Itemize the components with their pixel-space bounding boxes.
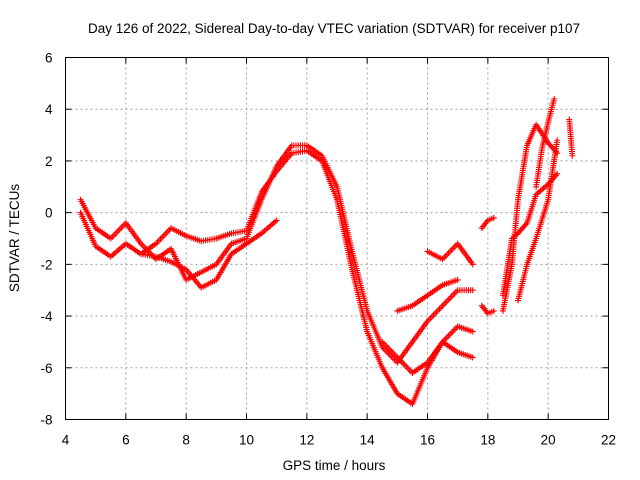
chart-title: Day 126 of 2022, Sidereal Day-to-day VTE… <box>88 21 580 36</box>
x-tick-label: 8 <box>182 433 190 448</box>
series-track-7 <box>478 214 497 232</box>
data-point-markers <box>137 217 280 291</box>
data-point-markers <box>424 240 476 268</box>
series-track-6 <box>424 240 476 268</box>
x-tick-label: 4 <box>62 433 70 448</box>
x-tick-label: 6 <box>122 433 130 448</box>
data-point-markers <box>379 323 476 376</box>
series-track-3 <box>137 217 280 291</box>
data-point-markers <box>566 116 576 159</box>
series-track-5 <box>394 276 461 314</box>
x-tick-label: 10 <box>239 433 254 448</box>
data-point-markers <box>499 170 561 299</box>
data-point-markers <box>478 302 497 317</box>
series-track-10 <box>499 170 561 299</box>
series-track-8 <box>478 302 497 317</box>
series-track-11 <box>515 137 561 304</box>
data-point-markers <box>77 147 476 407</box>
series-track-12 <box>533 95 558 190</box>
x-tick-label: 12 <box>299 433 314 448</box>
x-tick-label: 18 <box>480 433 495 448</box>
y-tick-label: -8 <box>40 413 52 428</box>
x-tick-label: 22 <box>601 433 616 448</box>
y-tick-label: 0 <box>45 206 53 221</box>
data-point-markers <box>394 276 461 314</box>
data-point-markers <box>478 214 497 232</box>
tick-labels: 4 6 8 10 12 14 16 18 20 22 -8 -6 -4 -2 0 2 4 6 <box>40 51 616 448</box>
y-tick-label: -4 <box>40 309 52 324</box>
data-point-markers <box>515 137 561 304</box>
y-tick-label: -6 <box>40 361 52 376</box>
plot-frame <box>65 57 609 420</box>
series-track-13 <box>566 116 576 159</box>
data-points <box>77 95 576 407</box>
series-track-4 <box>379 323 476 376</box>
x-tick-label: 20 <box>541 433 556 448</box>
data-point-markers <box>533 95 558 190</box>
grid-lines <box>65 57 609 420</box>
y-axis-label: SDTVAR / TECUs <box>7 184 22 293</box>
y-tick-label: 4 <box>45 102 53 117</box>
x-tick-label: 14 <box>360 433 376 448</box>
x-tick-label: 16 <box>420 433 435 448</box>
x-axis-label: GPS time / hours <box>283 458 386 473</box>
axis-ticks <box>65 57 609 420</box>
y-tick-label: -2 <box>40 257 52 272</box>
y-tick-label: 2 <box>45 154 53 169</box>
y-tick-label: 6 <box>45 51 53 66</box>
series-track-2 <box>77 147 476 407</box>
